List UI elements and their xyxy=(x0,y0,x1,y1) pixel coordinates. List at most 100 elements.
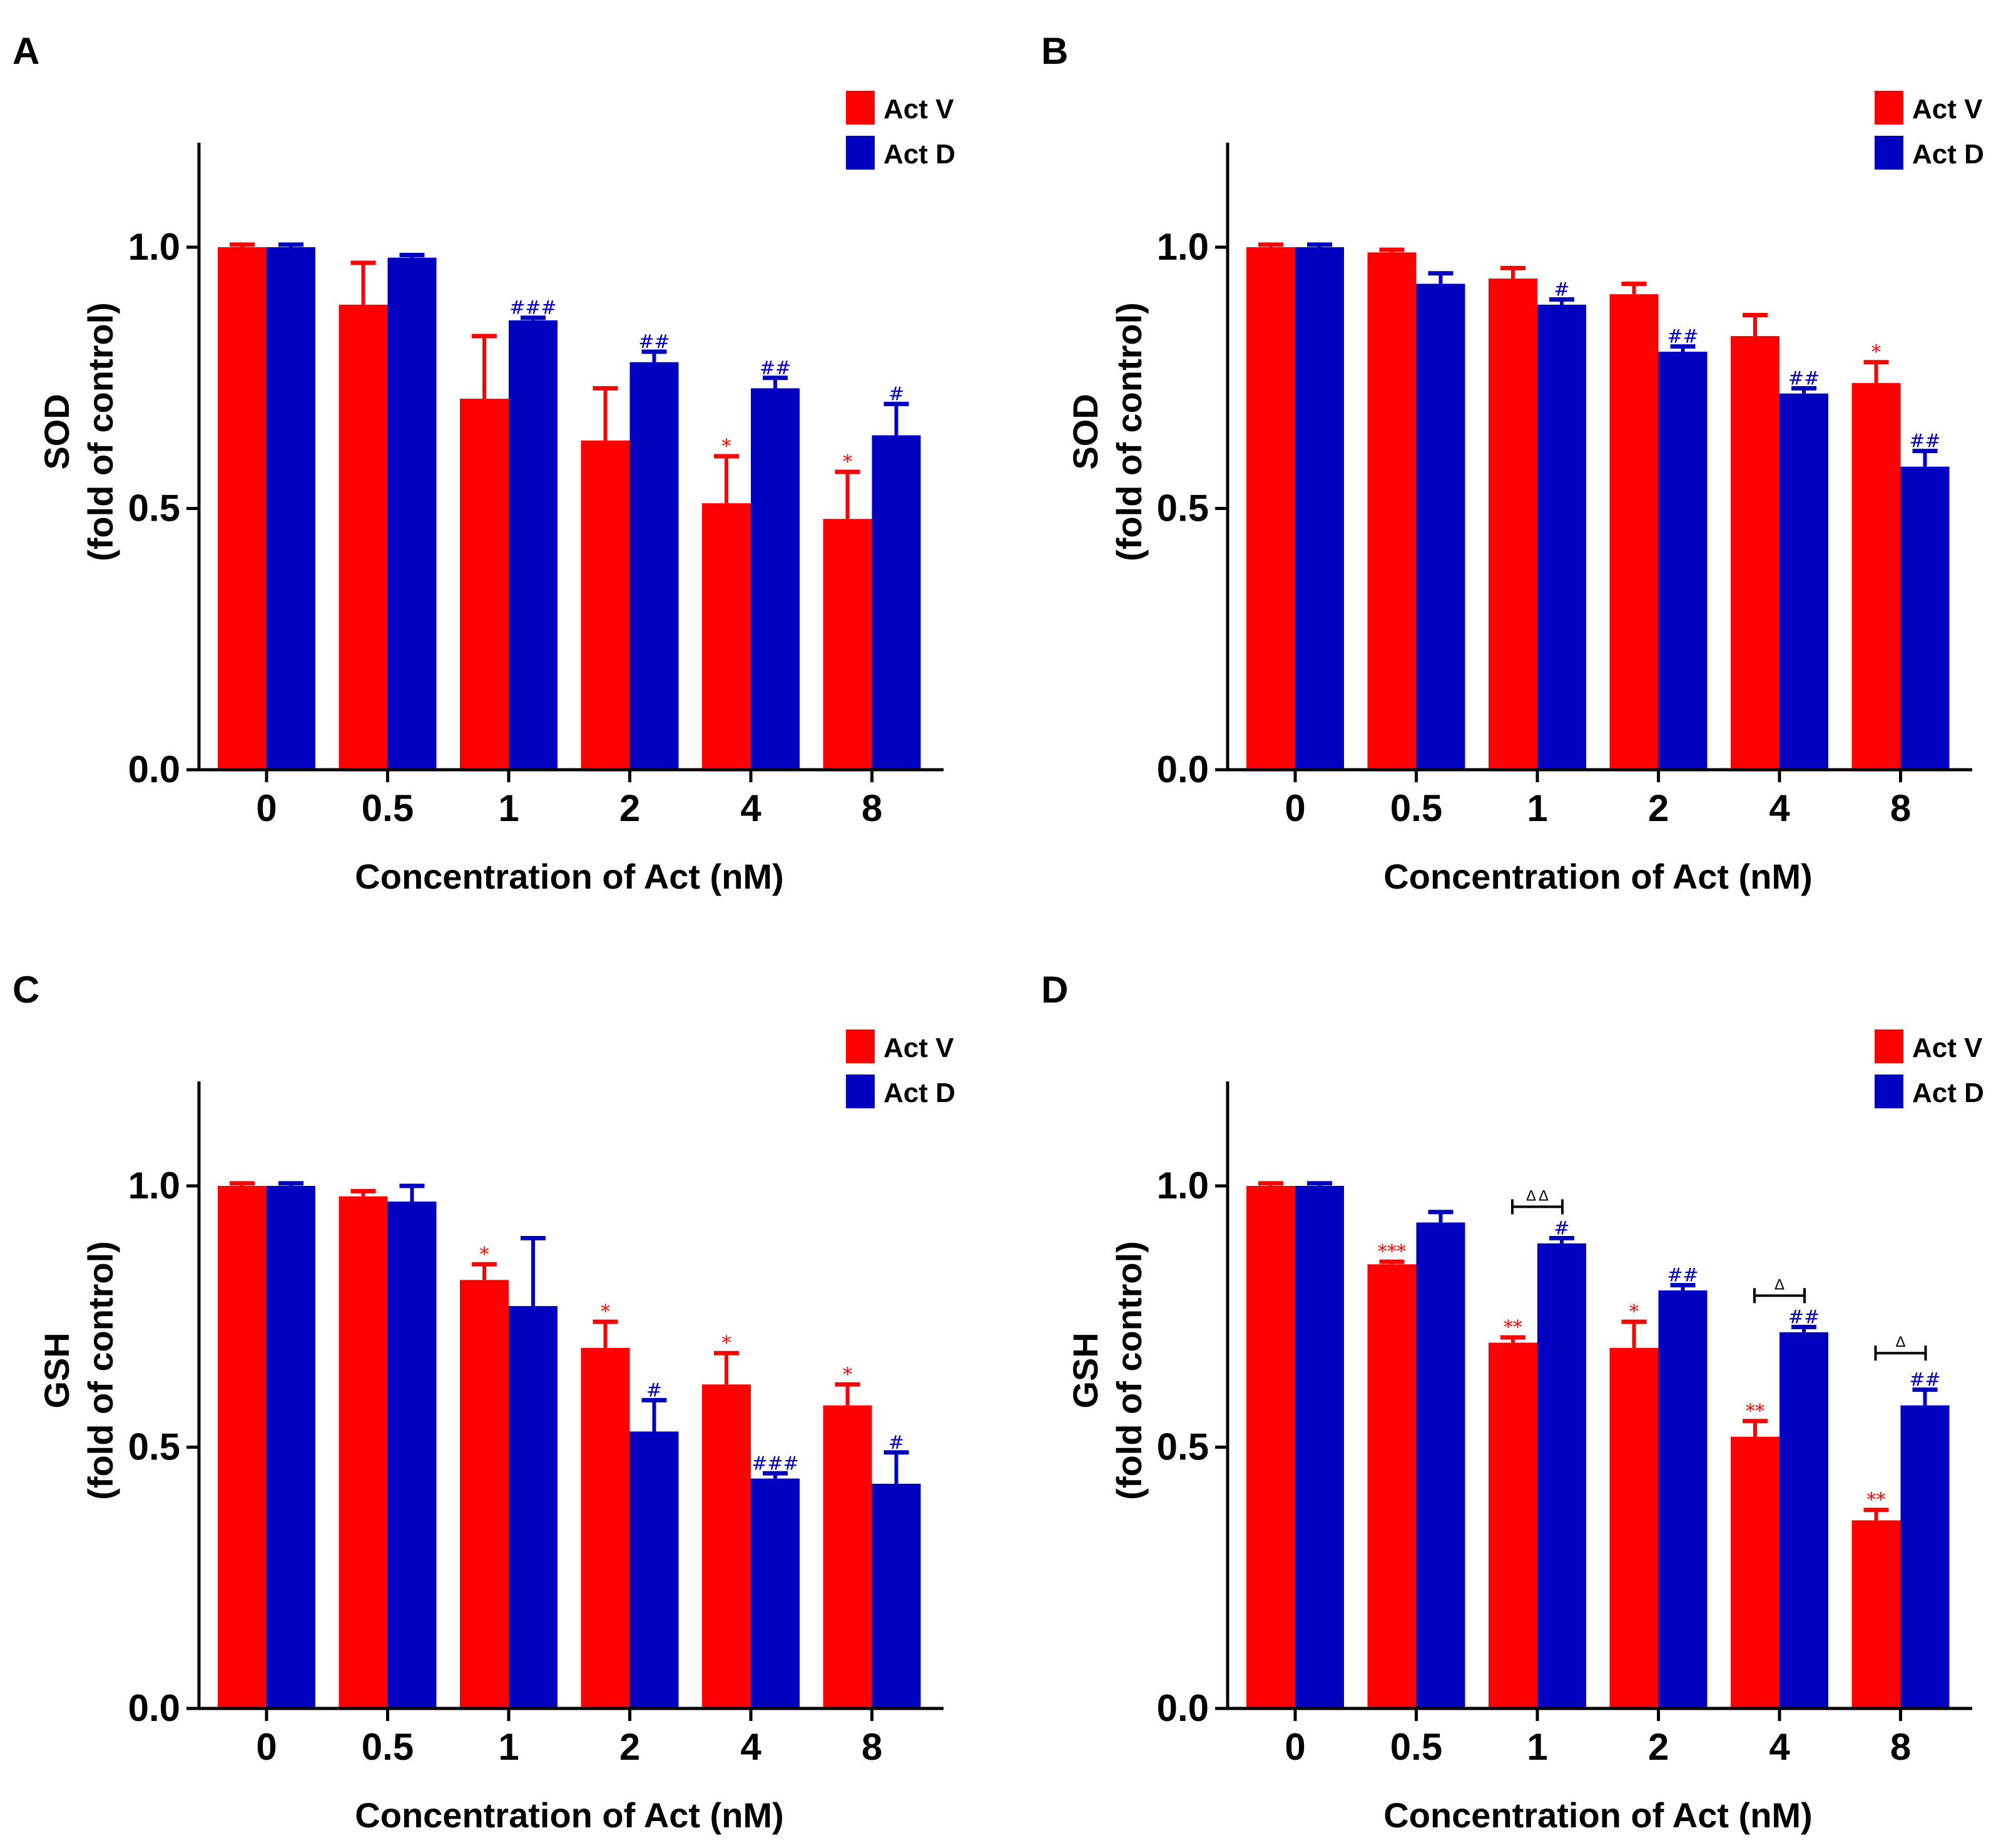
y-axis-title-line1: SOD xyxy=(37,394,76,469)
chart-panel-a: A**########0.00.51.00 0.5 1 2 4 8Concentratio… xyxy=(13,30,955,896)
chart-panel-b: B*#######0.00.51.00 0.5 1 2 4 8Concentration … xyxy=(1041,30,1984,896)
significance-label: ## xyxy=(1909,1369,1940,1391)
y-tick-label: 0.5 xyxy=(1157,1426,1209,1468)
significance-label: ** xyxy=(1746,1401,1764,1422)
x-axis-title: Concentration of Act (nM) xyxy=(1383,857,1812,896)
bar-act-v-4 xyxy=(702,1384,751,1708)
y-tick-label: 0.5 xyxy=(128,1426,180,1468)
y-tick-label: 1.0 xyxy=(128,226,180,268)
y-axis-title-line1: GSH xyxy=(1066,1332,1105,1408)
x-axis-title: Concentration of Act (nM) xyxy=(1383,1795,1812,1835)
bar-act-v-2 xyxy=(1489,1342,1537,1708)
bar-act-d-3 xyxy=(1658,1290,1708,1708)
bar-act-d-1 xyxy=(387,1202,437,1708)
significance-label: # xyxy=(1554,279,1569,301)
bar-act-v-2 xyxy=(460,1280,509,1708)
x-tick-label: 1 xyxy=(1527,1726,1547,1768)
comparison-bracket: Δ xyxy=(1874,1334,1927,1361)
bar-act-d-2 xyxy=(1537,1243,1586,1708)
legend-label: Act D xyxy=(883,139,955,170)
significance-label: * xyxy=(843,1364,852,1386)
comparison-bracket: Δ xyxy=(1753,1276,1806,1304)
bar-act-d-1 xyxy=(1416,283,1465,770)
x-tick-label: 2 xyxy=(1648,787,1669,829)
bar-act-d-0 xyxy=(1295,247,1344,770)
legend: Act V Act D xyxy=(1875,91,1984,170)
bar-act-v-0 xyxy=(218,1186,267,1708)
bracket-label: Δ xyxy=(1895,1334,1905,1350)
legend-swatch-act-d xyxy=(1875,1075,1903,1108)
x-tick-label: 0.5 xyxy=(1390,1726,1442,1768)
bracket-label: Δ xyxy=(1774,1276,1785,1293)
bar-act-d-4 xyxy=(751,1478,800,1708)
panel-letter: C xyxy=(13,969,39,1011)
bar-act-v-1 xyxy=(1367,1264,1417,1708)
bar-act-d-4 xyxy=(751,388,800,770)
x-tick-label: 8 xyxy=(862,787,882,829)
bar-act-v-1 xyxy=(339,304,388,770)
legend-swatch-act-v xyxy=(1875,91,1903,125)
legend-label: Act V xyxy=(1912,94,1983,125)
y-tick-label: 0.0 xyxy=(128,748,180,790)
bar-act-d-5 xyxy=(1900,1405,1950,1708)
x-axis-title: Concentration of Act (nM) xyxy=(355,1795,783,1835)
x-tick-label: 0 xyxy=(1285,1726,1305,1768)
y-axis-title: SOD (fold of control) xyxy=(37,302,120,561)
significance-label: # xyxy=(888,384,904,406)
significance-label: ## xyxy=(760,357,791,379)
bar-act-v-3 xyxy=(581,440,630,770)
x-tick-label: 0.5 xyxy=(362,1726,414,1768)
legend-swatch-act-v xyxy=(1875,1029,1903,1063)
legend-label: Act D xyxy=(1912,1078,1984,1108)
bar-act-v-5 xyxy=(1851,383,1901,770)
x-tick-label: 1 xyxy=(1527,787,1547,829)
y-axis-title-line2: (fold of control) xyxy=(1109,302,1149,561)
y-tick-label: 0.0 xyxy=(128,1687,180,1729)
y-tick-label: 1.0 xyxy=(1157,226,1209,268)
legend-swatch-act-d xyxy=(846,1075,875,1108)
significance-label: ## xyxy=(1667,1265,1698,1287)
x-tick-label: 8 xyxy=(862,1726,882,1768)
significance-label: ## xyxy=(1909,431,1940,452)
bar-act-d-5 xyxy=(872,435,921,770)
legend-swatch-act-d xyxy=(1875,136,1903,170)
y-axis-title-line2: (fold of control) xyxy=(81,1241,120,1500)
significance-label: * xyxy=(480,1243,489,1265)
x-tick-label: 1 xyxy=(498,1726,519,1768)
bar-act-v-0 xyxy=(218,247,267,770)
x-tick-label: 2 xyxy=(1648,1726,1669,1768)
bar-act-v-1 xyxy=(339,1196,388,1708)
x-tick-label: 2 xyxy=(619,787,640,829)
y-axis-title: GSH (fold of control) xyxy=(37,1241,120,1500)
chart-panel-c: C****#####0.00.51.00 0.5 1 2 4 8Concentration… xyxy=(13,969,955,1835)
significance-label: *** xyxy=(1378,1241,1406,1263)
legend: Act V Act D xyxy=(846,91,955,170)
y-axis-title-line1: GSH xyxy=(37,1332,76,1408)
bar-act-d-1 xyxy=(1416,1222,1465,1708)
bar-act-d-4 xyxy=(1779,1332,1828,1708)
x-tick-label: 0 xyxy=(1285,787,1305,829)
bar-act-v-5 xyxy=(823,1405,872,1708)
x-tick-label: 8 xyxy=(1890,787,1911,829)
bar-act-v-3 xyxy=(1609,1347,1659,1708)
bar-act-d-0 xyxy=(267,1186,315,1708)
bar-act-d-0 xyxy=(1295,1186,1344,1708)
bar-act-v-1 xyxy=(1367,252,1417,770)
legend-label: Act V xyxy=(883,94,954,125)
bar-act-v-4 xyxy=(1731,1436,1779,1708)
y-tick-label: 1.0 xyxy=(1157,1165,1209,1207)
significance-label: # xyxy=(888,1432,904,1454)
x-tick-label: 1 xyxy=(498,787,519,829)
y-axis-title: SOD (fold of control) xyxy=(1066,302,1149,561)
significance-label: * xyxy=(722,1332,731,1354)
bar-act-d-0 xyxy=(267,247,315,770)
bar-act-v-4 xyxy=(1731,335,1779,770)
significance-label: ## xyxy=(1788,367,1820,389)
significance-label: * xyxy=(722,436,731,457)
x-tick-label: 8 xyxy=(1890,1726,1911,1768)
bar-act-v-3 xyxy=(1609,294,1659,770)
bar-act-v-3 xyxy=(581,1347,630,1708)
x-tick-label: 0 xyxy=(256,787,277,829)
y-axis-title-line2: (fold of control) xyxy=(1109,1241,1149,1500)
legend-swatch-act-v xyxy=(846,91,875,125)
